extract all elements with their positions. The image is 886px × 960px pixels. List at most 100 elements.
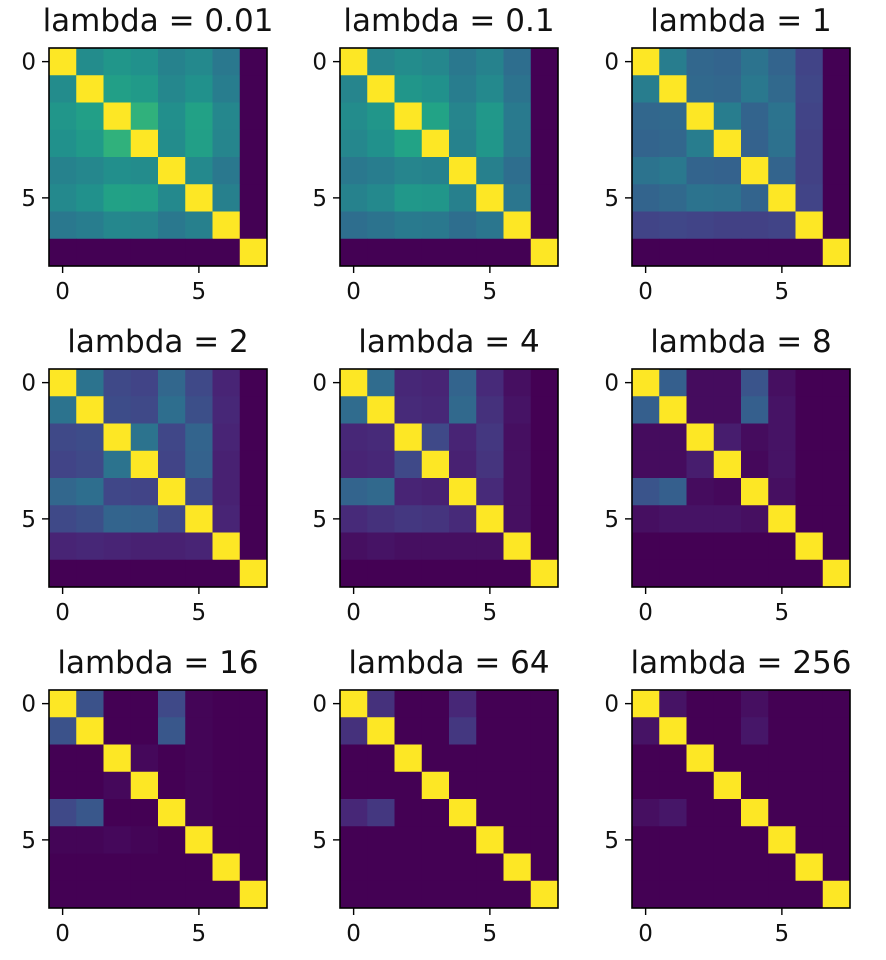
heatmap-cell bbox=[367, 826, 395, 854]
heatmap-cell bbox=[185, 559, 213, 588]
heatmap-cell bbox=[768, 369, 796, 397]
heatmap-cell bbox=[768, 211, 796, 240]
heatmap-cell bbox=[632, 184, 660, 212]
heatmap-cell bbox=[49, 450, 77, 479]
heatmap-cell bbox=[713, 184, 742, 212]
heatmap-cell bbox=[503, 826, 532, 854]
heatmap-cell bbox=[795, 184, 824, 212]
heatmap-cell bbox=[340, 690, 368, 718]
heatmap-cell bbox=[394, 853, 423, 882]
heatmap-cell bbox=[768, 559, 796, 588]
heatmap-cell bbox=[503, 423, 532, 452]
heatmap-cell bbox=[476, 102, 504, 131]
heatmap-cell bbox=[686, 184, 715, 212]
heatmap-cell bbox=[659, 48, 687, 76]
heatmap-cell bbox=[713, 48, 742, 76]
heatmap-cell bbox=[185, 396, 213, 424]
heatmap-cell bbox=[713, 505, 742, 533]
heatmap-cell bbox=[49, 211, 77, 240]
heatmap-cell bbox=[449, 369, 477, 397]
heatmap-cell bbox=[76, 690, 104, 718]
heatmap-cell bbox=[130, 717, 159, 745]
heatmap-cell bbox=[367, 799, 395, 827]
heatmap-cell bbox=[239, 129, 268, 158]
heatmap-cell bbox=[158, 717, 186, 745]
heatmap-cell bbox=[239, 799, 268, 827]
heatmap-cell bbox=[103, 744, 132, 773]
heatmap-cell bbox=[449, 880, 477, 909]
heatmap-cell bbox=[212, 75, 241, 103]
heatmap-cell bbox=[158, 771, 186, 800]
heatmap-cell bbox=[239, 102, 268, 131]
heatmap-cell bbox=[503, 369, 532, 397]
heatmap-cell bbox=[212, 369, 241, 397]
heatmap-cell bbox=[340, 853, 368, 882]
heatmap-cell bbox=[659, 238, 687, 267]
heatmap-cell bbox=[212, 880, 241, 909]
heatmap-cell bbox=[239, 238, 268, 267]
heatmap-cell bbox=[822, 799, 851, 827]
heatmap-cell bbox=[103, 532, 132, 561]
heatmap-cell bbox=[741, 505, 769, 533]
heatmap-cell bbox=[530, 184, 559, 212]
heatmap-cell bbox=[185, 157, 213, 185]
heatmap-cell bbox=[76, 799, 104, 827]
heatmap-cell bbox=[632, 396, 660, 424]
heatmap-cell bbox=[212, 238, 241, 267]
heatmap-cell bbox=[632, 238, 660, 267]
heatmap-cell bbox=[394, 799, 423, 827]
heatmap-cell bbox=[659, 396, 687, 424]
heatmap-cell bbox=[49, 75, 77, 103]
heatmap-cell bbox=[449, 238, 477, 267]
heatmap-cell bbox=[340, 771, 368, 800]
heatmap-cell bbox=[632, 717, 660, 745]
heatmap-cell bbox=[340, 102, 368, 131]
heatmap-cell bbox=[421, 423, 450, 452]
heatmap-cell bbox=[713, 690, 742, 718]
panel-title: lambda = 8 bbox=[650, 324, 832, 360]
heatmap-cell bbox=[632, 771, 660, 800]
heatmap-cell bbox=[741, 450, 769, 479]
heatmap-cell bbox=[476, 75, 504, 103]
x-tick-label: 0 bbox=[55, 600, 70, 626]
heatmap-cell bbox=[503, 532, 532, 561]
heatmap-cell bbox=[476, 238, 504, 267]
heatmap-cell bbox=[503, 717, 532, 745]
heatmap-cell bbox=[212, 799, 241, 827]
heatmap-cell bbox=[239, 690, 268, 718]
heatmap-cell bbox=[476, 717, 504, 745]
heatmap-cell bbox=[713, 157, 742, 185]
heatmap-cell bbox=[158, 744, 186, 773]
heatmap-cell bbox=[449, 744, 477, 773]
heatmap-cell bbox=[367, 744, 395, 773]
y-tick-label: 0 bbox=[604, 50, 619, 76]
heatmap-cell bbox=[530, 880, 559, 909]
heatmap-cell bbox=[822, 771, 851, 800]
heatmap-cell bbox=[185, 690, 213, 718]
heatmap-cell bbox=[394, 505, 423, 533]
heatmap-cell bbox=[239, 157, 268, 185]
heatmap-cell bbox=[76, 157, 104, 185]
heatmap-cell bbox=[822, 184, 851, 212]
heatmap-cell bbox=[76, 853, 104, 882]
y-tick-label: 5 bbox=[21, 507, 36, 533]
heatmap-cell bbox=[530, 505, 559, 533]
heatmap-cell bbox=[686, 744, 715, 773]
heatmap-cell bbox=[768, 505, 796, 533]
heatmap-cell bbox=[713, 744, 742, 773]
heatmap-cell bbox=[76, 532, 104, 561]
heatmap-cell bbox=[795, 48, 824, 76]
heatmap-cell bbox=[103, 771, 132, 800]
heatmap-cell bbox=[340, 826, 368, 854]
heatmap-cell bbox=[503, 184, 532, 212]
heatmap-cell bbox=[340, 369, 368, 397]
y-tick-label: 5 bbox=[604, 507, 619, 533]
heatmap-cell bbox=[768, 157, 796, 185]
heatmap-cell bbox=[367, 211, 395, 240]
heatmap-cell bbox=[449, 717, 477, 745]
heatmap-cell bbox=[367, 102, 395, 131]
